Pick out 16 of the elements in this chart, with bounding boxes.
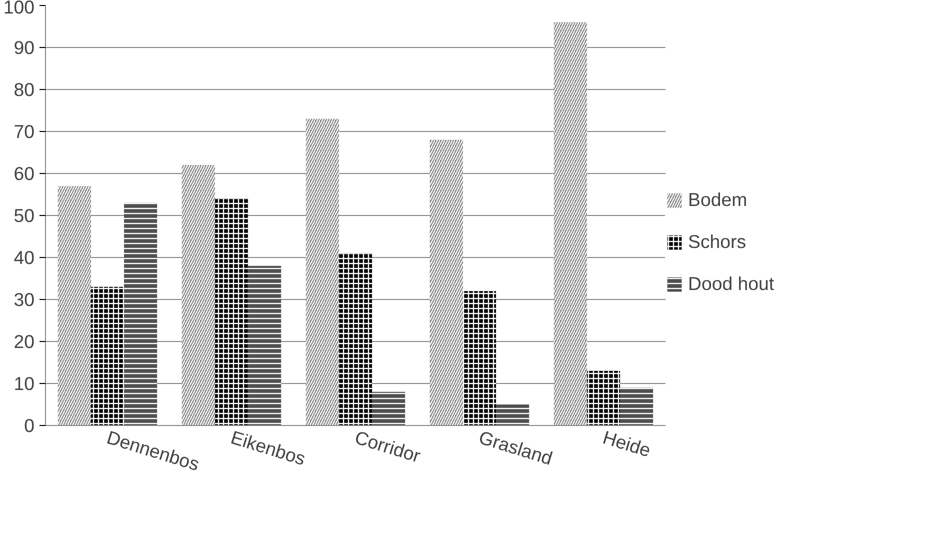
y-tick-label: 80 (14, 79, 35, 100)
x-tick-label: Corridor (352, 426, 423, 466)
y-tick-label: 10 (14, 373, 35, 394)
legend-label: Schors (688, 231, 748, 253)
y-tick-label: 100 (3, 0, 35, 18)
x-tick-label: Heide (600, 426, 654, 461)
y-tick-label: 20 (14, 331, 35, 352)
y-tick-label: 0 (24, 415, 35, 436)
legend-label: Dood hout (688, 273, 776, 295)
y-tick-label: 60 (14, 163, 35, 184)
y-tick-label: 50 (14, 205, 35, 226)
y-tick-label: 30 (14, 289, 35, 310)
y-tick-label: 90 (14, 37, 35, 58)
legend-label: Bodem (688, 189, 748, 211)
y-tick-label: 70 (14, 121, 35, 142)
y-tick-label: 40 (14, 247, 35, 268)
